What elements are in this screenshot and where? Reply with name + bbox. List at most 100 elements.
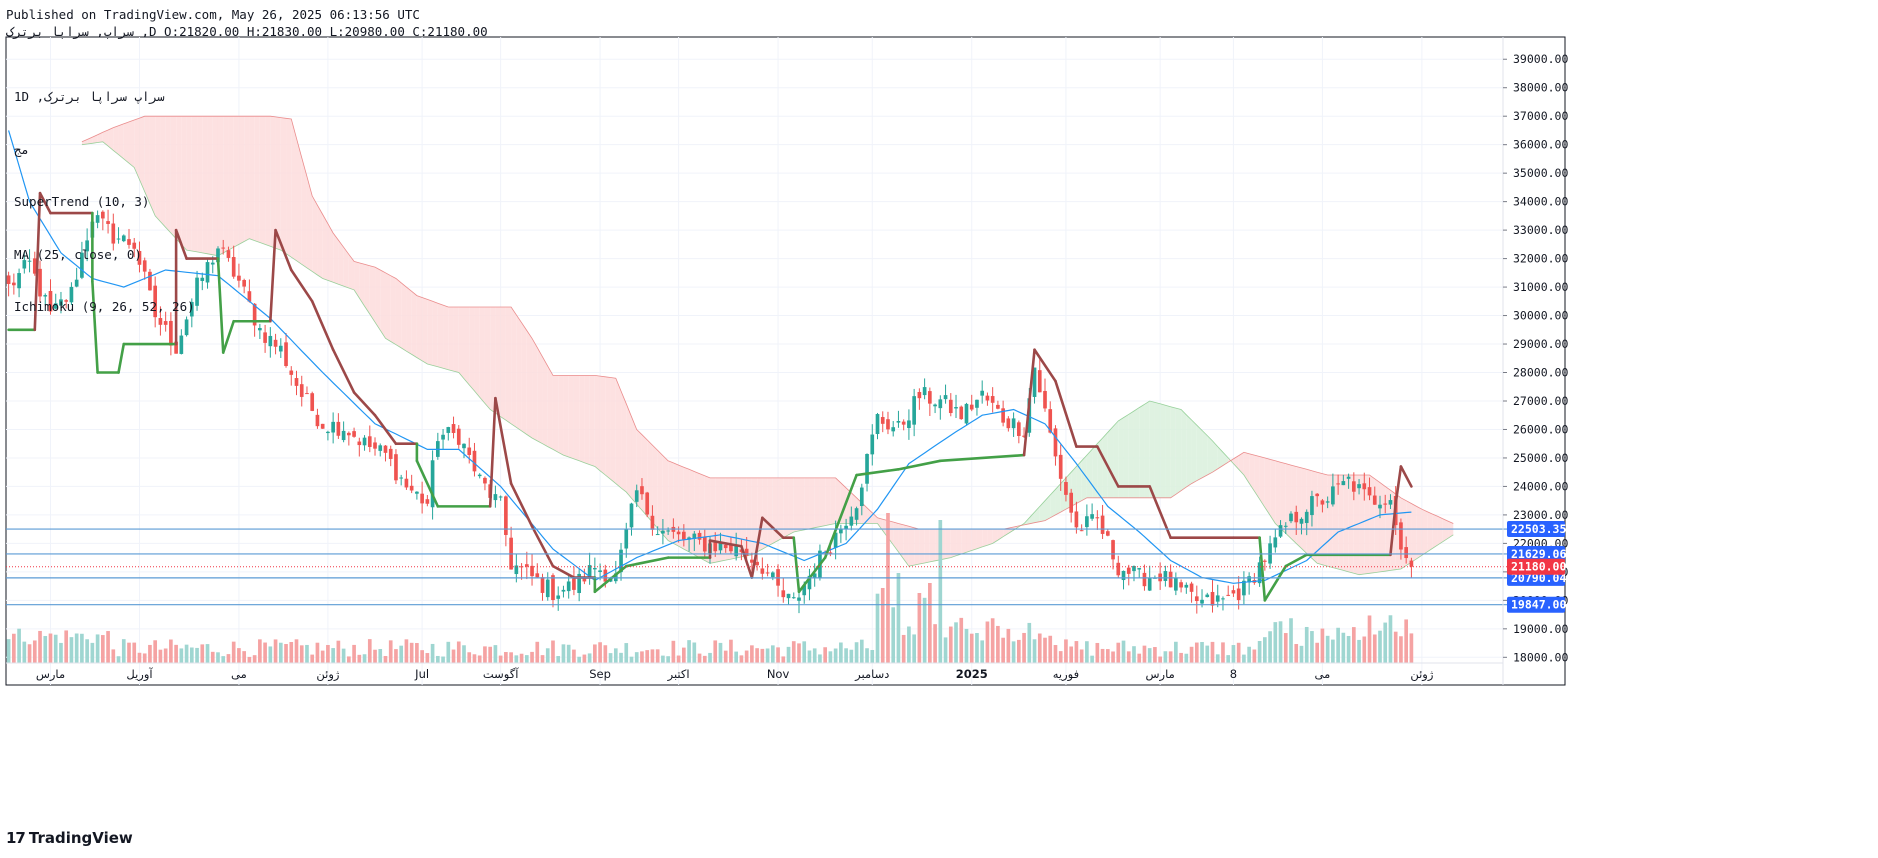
legend-ichimoku[interactable]: Ichimoku (9, 26, 52, 26)	[14, 299, 195, 314]
ichimoku-cloud-segment	[484, 307, 491, 410]
ichimoku-cloud-segment	[81, 139, 88, 145]
volume-bar	[64, 630, 69, 663]
ichimoku-cloud-segment	[668, 460, 674, 544]
candle-body	[394, 454, 398, 481]
ichimoku-cloud-segment	[1338, 475, 1344, 571]
volume-bar	[404, 639, 409, 663]
candle-body	[153, 285, 158, 318]
ichimoku-cloud-segment	[254, 116, 260, 243]
volume-bar	[1016, 639, 1021, 663]
ichimoku-cloud-segment	[296, 138, 302, 265]
candle-body	[865, 453, 869, 484]
x-tick-label: مارس	[1146, 667, 1175, 682]
volume-bar	[1236, 642, 1241, 663]
ichimoku-cloud-segment	[914, 527, 920, 566]
candle-body	[137, 250, 142, 265]
ichimoku-cloud-segment	[605, 376, 611, 480]
volume-bar	[95, 634, 100, 663]
ichimoku-cloud-segment	[929, 529, 936, 562]
candle-body	[258, 328, 262, 331]
volume-bar	[1367, 615, 1372, 663]
candle-body	[1184, 584, 1189, 588]
candle-body	[524, 564, 529, 567]
candle-body	[425, 499, 430, 504]
volume-bar	[530, 651, 534, 663]
x-tick-label: دسامبر	[854, 667, 889, 682]
volume-bar	[451, 649, 456, 663]
ichimoku-cloud-segment	[411, 291, 417, 358]
candle-body	[1372, 495, 1377, 505]
volume-bar	[200, 644, 205, 663]
candle-body	[101, 211, 105, 219]
candle-body	[676, 531, 681, 535]
ichimoku-cloud-segment	[877, 517, 883, 531]
volume-bar	[488, 646, 493, 663]
volume-bar	[299, 645, 304, 663]
ichimoku-cloud-segment	[678, 465, 684, 550]
ichimoku-cloud-segment	[793, 477, 799, 532]
ichimoku-cloud-segment	[610, 377, 616, 484]
ichimoku-cloud-segment	[1301, 467, 1307, 554]
volume-bar	[373, 649, 377, 663]
ichimoku-cloud-segment	[1039, 500, 1046, 522]
volume-bar	[948, 626, 953, 663]
volume-bar	[509, 652, 513, 663]
candle-body	[1032, 367, 1037, 397]
ichimoku-cloud-segment	[537, 347, 543, 444]
ichimoku-cloud-segment	[385, 272, 391, 342]
x-tick-label: Nov	[767, 667, 790, 681]
ichimoku-cloud-segment	[1296, 466, 1302, 549]
supertrend-segment	[174, 228, 188, 260]
legend-ma[interactable]: MA (25, close, 0)	[14, 246, 142, 262]
candle-body	[1304, 511, 1309, 524]
y-tick-label: 30000.00	[1513, 309, 1568, 323]
volume-bar	[823, 647, 827, 663]
candle-body	[53, 303, 58, 309]
ichimoku-cloud-segment	[584, 375, 590, 465]
candle-body	[514, 565, 519, 575]
candle-body	[760, 568, 765, 574]
candle-body	[938, 399, 943, 409]
supertrend-segment	[274, 228, 293, 272]
candle-body	[320, 423, 325, 429]
candle-body	[174, 341, 178, 354]
ichimoku-cloud-segment	[275, 116, 281, 251]
volume-bar	[74, 633, 79, 663]
candle-body	[221, 247, 226, 249]
volume-bar	[1174, 641, 1178, 663]
ichimoku-cloud-segment	[1233, 455, 1239, 470]
candle-body	[456, 428, 461, 445]
ichimoku-cloud-segment	[683, 467, 690, 552]
supertrend-flip	[216, 257, 225, 354]
candle-body	[1367, 487, 1372, 496]
volume-bar	[378, 648, 383, 663]
candle-body	[1215, 595, 1220, 602]
volume-bar	[980, 640, 985, 663]
ichimoku-cloud-segment	[375, 267, 381, 331]
ichimoku-cloud-segment	[809, 477, 815, 529]
volume-bar	[1247, 646, 1251, 663]
ichimoku-cloud-segment	[1154, 402, 1161, 498]
ichimoku-cloud-segment	[1045, 494, 1051, 521]
ichimoku-cloud-segment	[741, 477, 747, 557]
legend-supertrend[interactable]: SuperTrend (10, 3)	[14, 194, 150, 209]
candle-body	[189, 301, 194, 317]
volume-bar	[928, 583, 932, 663]
ichimoku-cloud-segment	[1144, 400, 1150, 498]
candle-body	[770, 572, 775, 578]
volume-bar	[6, 639, 11, 663]
ichimoku-cloud-segment	[657, 450, 663, 535]
volume-bar	[409, 642, 414, 663]
candle-body	[582, 578, 587, 582]
volume-bar	[1351, 627, 1356, 663]
ichimoku-cloud-segment	[1175, 408, 1182, 495]
ichimoku-cloud-segment	[1270, 459, 1276, 524]
ichimoku-cloud-segment	[395, 278, 402, 348]
volume-bar	[48, 633, 53, 663]
volume-bar	[1069, 646, 1074, 663]
candle-body	[1325, 501, 1330, 503]
volume-bar	[875, 593, 880, 663]
brand-footer[interactable]: 𝟭𝟳 TradingView	[6, 829, 133, 847]
ichimoku-cloud-segment	[788, 477, 794, 535]
